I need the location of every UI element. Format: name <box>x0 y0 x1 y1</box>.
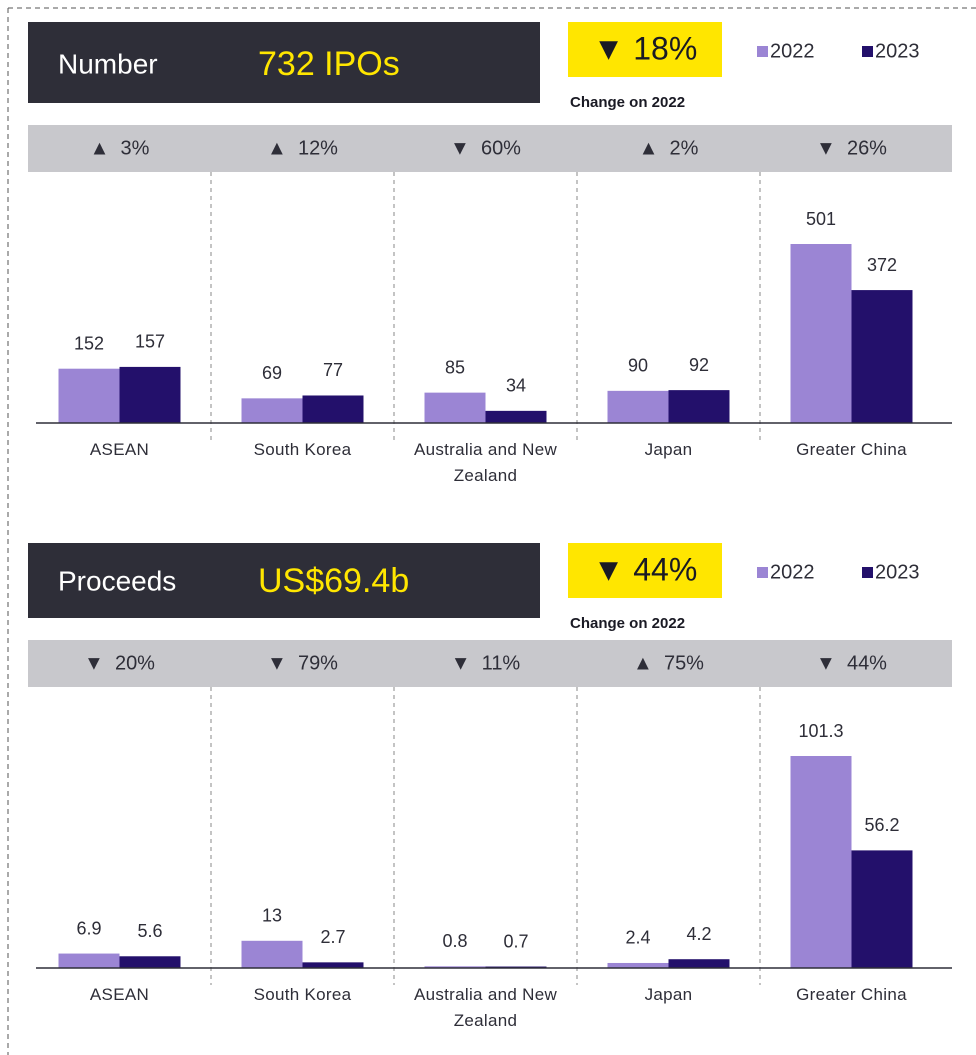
bar <box>302 962 364 968</box>
bar <box>119 366 181 423</box>
header-box <box>28 22 540 103</box>
category-change: ▼ 79% <box>267 652 338 674</box>
change-box <box>568 22 722 77</box>
bar <box>790 756 852 968</box>
value-label: 372 <box>867 255 897 275</box>
category-label: Greater China <box>796 440 907 459</box>
legend-swatch <box>757 567 768 578</box>
bar <box>668 959 730 968</box>
legend-swatch <box>757 46 768 57</box>
bar <box>485 410 547 423</box>
legend-swatch <box>862 46 873 57</box>
value-label: 4.2 <box>686 924 711 944</box>
category-change: ▼ 26% <box>816 137 887 159</box>
value-label: 92 <box>689 355 709 375</box>
category-label: Greater China <box>796 985 907 1004</box>
bar <box>607 390 669 423</box>
value-label: 157 <box>135 332 165 352</box>
value-label: 101.3 <box>798 721 843 741</box>
change-value: ▼ 18% <box>593 30 698 66</box>
bar <box>241 398 303 423</box>
category-label: South Korea <box>253 985 352 1004</box>
category-change: ▼ 11% <box>451 652 521 674</box>
bar <box>58 953 120 968</box>
value-label: 2.4 <box>625 928 650 948</box>
bar <box>58 368 120 423</box>
bar <box>607 962 669 968</box>
bar <box>424 392 486 423</box>
bar <box>424 966 486 968</box>
legend-swatch <box>862 567 873 578</box>
bar <box>302 395 364 423</box>
header-box <box>28 543 540 618</box>
value-label: 2.7 <box>320 927 345 947</box>
value-label: 501 <box>806 209 836 229</box>
value-label: 152 <box>74 333 104 353</box>
bar <box>790 244 852 423</box>
change-box <box>568 543 722 598</box>
header-title: Proceeds <box>58 565 176 596</box>
legend-label: 2023 <box>875 40 920 62</box>
category-label: Australia and New Zealand <box>413 985 558 1030</box>
category-change: ▼ 44% <box>816 652 887 674</box>
change-note: Change on 2022 <box>570 615 685 632</box>
bar <box>851 290 913 423</box>
change-value: ▼ 44% <box>593 551 698 587</box>
bar <box>668 390 730 423</box>
header-title: Number <box>58 48 158 79</box>
bar <box>241 940 303 968</box>
value-label: 5.6 <box>137 921 162 941</box>
value-label: 77 <box>323 360 343 380</box>
change-note: Change on 2022 <box>570 94 685 111</box>
change-band <box>28 125 952 172</box>
category-change: ▲ 3% <box>90 137 150 159</box>
value-label: 34 <box>506 376 526 396</box>
category-label: South Korea <box>253 440 352 459</box>
change-band <box>28 640 952 687</box>
value-label: 0.7 <box>503 931 528 951</box>
category-change: ▼ 20% <box>84 652 155 674</box>
category-label: ASEAN <box>89 440 150 459</box>
value-label: 13 <box>262 906 282 926</box>
bar <box>851 850 913 968</box>
header-headline: US$69.4b <box>258 562 409 600</box>
category-label: Japan <box>644 985 693 1004</box>
value-label: 56.2 <box>864 815 899 835</box>
category-label: Australia and New Zealand <box>413 440 558 485</box>
category-change: ▼ 60% <box>450 137 521 159</box>
category-label: ASEAN <box>89 985 150 1004</box>
legend-label: 2022 <box>770 561 815 583</box>
value-label: 6.9 <box>76 918 101 938</box>
value-label: 85 <box>445 357 465 377</box>
category-label: Japan <box>644 440 693 459</box>
legend-label: 2022 <box>770 40 815 62</box>
category-change: ▲ 12% <box>267 137 338 159</box>
value-label: 69 <box>262 363 282 383</box>
category-change: ▲ 75% <box>633 652 704 674</box>
value-label: 90 <box>628 356 648 376</box>
header-headline: 732 IPOs <box>258 45 400 83</box>
legend-label: 2023 <box>875 561 920 583</box>
value-label: 0.8 <box>442 931 467 951</box>
category-change: ▲ 2% <box>639 137 699 159</box>
bar <box>119 956 181 968</box>
